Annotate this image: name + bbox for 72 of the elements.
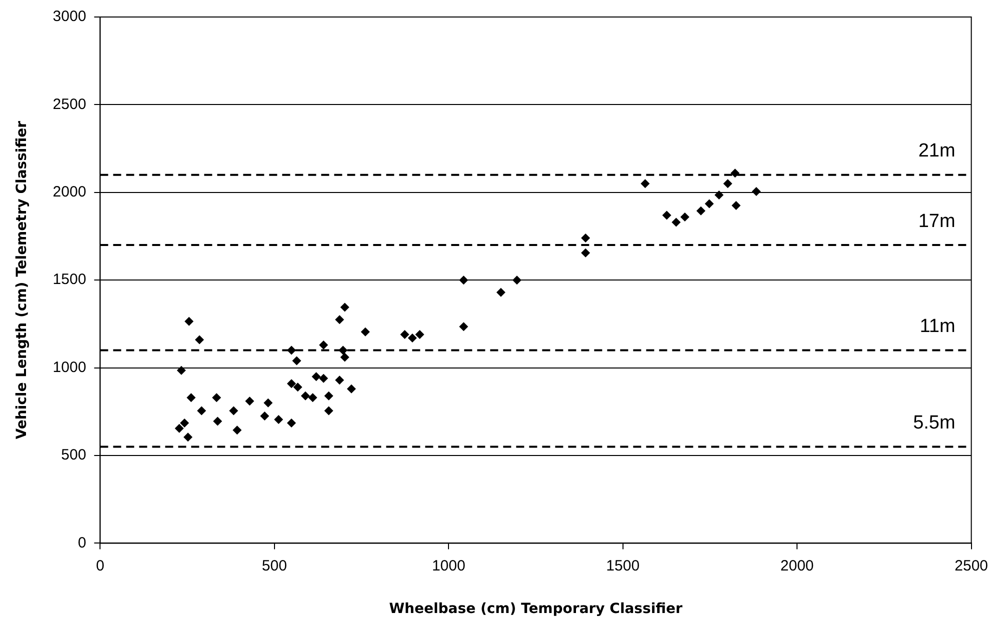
point — [260, 412, 270, 421]
point — [292, 356, 302, 366]
point — [459, 322, 468, 332]
point — [286, 418, 296, 428]
point — [176, 366, 186, 375]
point — [308, 393, 318, 402]
point — [496, 288, 506, 297]
point — [197, 406, 206, 416]
point — [213, 416, 222, 426]
point — [319, 374, 328, 383]
y-axis-title: Vehicle Length (cm) Telemetry Classifier — [14, 120, 30, 440]
point — [672, 218, 681, 227]
point — [400, 330, 410, 339]
point — [408, 333, 417, 342]
point — [346, 384, 356, 394]
y-tick-label: 3000 — [52, 8, 86, 26]
point — [340, 302, 350, 312]
ref-line-label: 11m — [920, 316, 956, 337]
point — [581, 248, 590, 258]
point — [274, 415, 284, 424]
point — [232, 426, 242, 435]
point — [581, 234, 590, 243]
point — [640, 179, 650, 188]
point — [183, 432, 192, 442]
x-tick-label: 0 — [96, 557, 104, 574]
x-tick-label: 2000 — [780, 557, 814, 574]
x-tick-label: 1500 — [606, 557, 640, 574]
x-tick-label: 500 — [262, 557, 287, 574]
point — [186, 393, 196, 402]
point — [696, 206, 706, 216]
point — [415, 330, 424, 339]
point — [335, 376, 344, 385]
y-tick-label: 1000 — [52, 358, 86, 376]
ref-line-label: 17m — [918, 210, 956, 232]
point — [286, 379, 296, 388]
y-tick-label: 2500 — [52, 96, 86, 113]
y-tick-label: 2000 — [52, 184, 86, 201]
point — [264, 398, 273, 408]
point — [732, 201, 741, 210]
point — [194, 335, 204, 344]
point — [245, 396, 254, 406]
y-tick-label: 0 — [78, 534, 86, 552]
point — [184, 316, 194, 326]
point — [229, 406, 238, 416]
point — [730, 168, 740, 178]
point — [335, 315, 344, 324]
point — [714, 190, 724, 200]
point — [340, 352, 350, 362]
point — [300, 391, 310, 400]
point — [723, 179, 732, 188]
y-tick-label: 1500 — [52, 271, 86, 288]
point — [212, 393, 222, 402]
x-axis-title: Wheelbase (cm) Temporary Classifier — [389, 601, 683, 618]
x-tick-label: 1000 — [432, 557, 466, 574]
point — [324, 391, 334, 400]
point — [662, 210, 672, 220]
point — [319, 340, 328, 350]
point — [174, 424, 184, 433]
ref-line-label: 5.5m — [913, 412, 956, 434]
x-tick-label: 2500 — [954, 557, 988, 574]
point — [324, 406, 334, 416]
point — [312, 372, 321, 382]
point — [512, 276, 522, 285]
ref-line-label: 21m — [918, 140, 956, 162]
point — [752, 187, 761, 196]
point — [360, 327, 370, 336]
point — [180, 418, 189, 428]
point — [293, 382, 302, 392]
point — [704, 199, 714, 208]
point — [680, 212, 690, 222]
point — [459, 276, 468, 285]
y-tick-label: 500 — [61, 446, 86, 464]
